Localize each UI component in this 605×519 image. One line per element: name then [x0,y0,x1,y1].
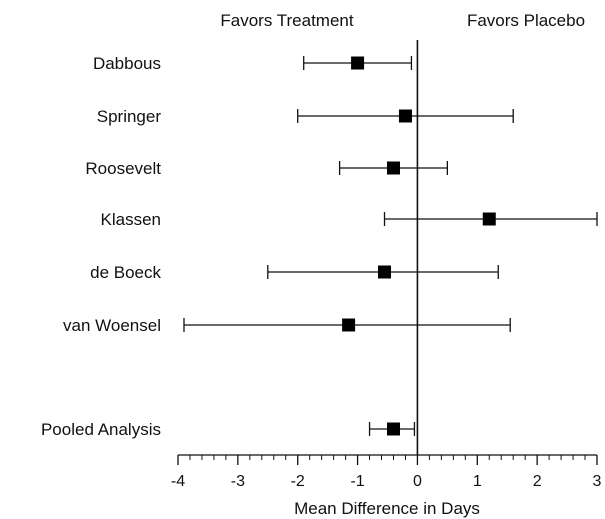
study-label-van-woensel: van Woensel [63,316,161,335]
study-row-van-woensel: van Woensel [63,316,511,335]
header-favors-placebo: Favors Placebo [467,11,585,30]
study-rows: Dabbous Springer Roosevelt Klassen de Boeck v… [41,40,598,455]
estimate-marker-dabbous [351,56,365,70]
estimate-marker-springer [398,109,412,123]
x-tick-label: -4 [171,473,185,490]
x-axis: -4 -3 -2 -1 0 1 2 3 [171,454,602,490]
header-favors-treatment: Favors Treatment [220,11,353,30]
study-label-pooled-analysis: Pooled Analysis [41,420,161,439]
study-row-pooled-analysis: Pooled Analysis [41,420,416,439]
x-tick-label: 3 [593,473,602,490]
estimate-marker-pooled-analysis [386,422,400,436]
study-row-dabbous: Dabbous [93,54,413,73]
study-label-klassen: Klassen [101,210,161,229]
x-tick-label: -2 [291,473,305,490]
x-tick-label: 2 [533,473,542,490]
estimate-marker-klassen [482,212,496,226]
x-tick-label: 1 [473,473,482,490]
estimate-marker-de-boeck [378,265,392,279]
study-label-springer: Springer [97,107,162,126]
study-label-roosevelt: Roosevelt [85,159,161,178]
study-row-springer: Springer [97,107,514,126]
x-tick-label: -1 [350,473,364,490]
x-axis-title: Mean Difference in Days [294,499,480,518]
x-tick-label: 0 [413,473,422,490]
study-row-roosevelt: Roosevelt [85,159,449,178]
estimate-marker-roosevelt [386,161,400,175]
study-label-de-boeck: de Boeck [90,263,161,282]
study-row-de-boeck: de Boeck [90,263,499,282]
estimate-marker-van-woensel [342,318,356,332]
x-tick-label: -3 [231,473,245,490]
study-label-dabbous: Dabbous [93,54,161,73]
study-row-klassen: Klassen [101,210,598,229]
